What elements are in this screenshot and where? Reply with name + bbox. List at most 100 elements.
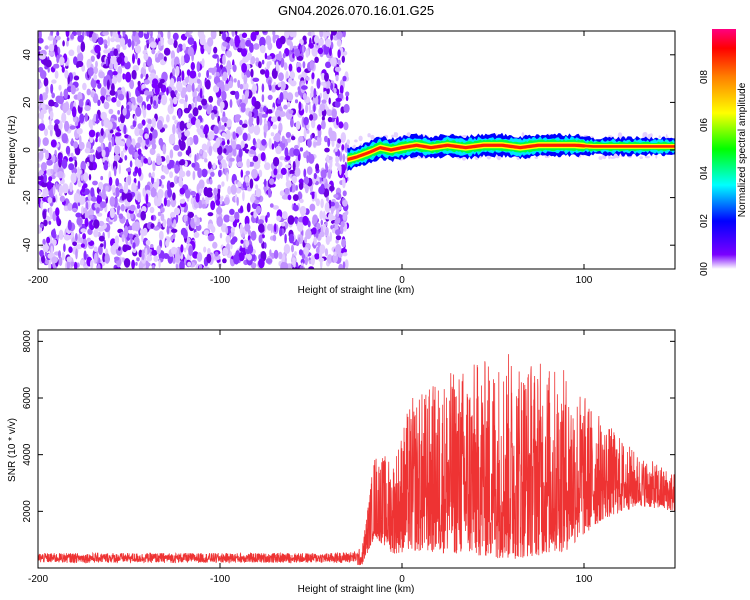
noise-speckle xyxy=(210,171,215,177)
noise-speckle xyxy=(292,160,296,172)
noise-speckle xyxy=(174,56,180,67)
noise-speckle xyxy=(642,132,647,138)
noise-speckle xyxy=(77,52,84,63)
noise-speckle xyxy=(194,97,197,109)
noise-speckle xyxy=(89,154,94,163)
noise-speckle xyxy=(244,90,249,99)
noise-speckle xyxy=(289,41,294,51)
noise-speckle xyxy=(342,190,347,197)
noise-speckle xyxy=(72,207,78,212)
noise-speckle xyxy=(143,79,150,85)
noise-speckle xyxy=(299,205,307,216)
noise-speckle xyxy=(283,244,291,254)
noise-speckle xyxy=(341,55,345,63)
noise-speckle xyxy=(93,74,98,81)
noise-speckle xyxy=(310,85,314,94)
noise-speckle xyxy=(208,234,215,242)
noise-speckle xyxy=(324,248,329,257)
noise-speckle xyxy=(218,169,222,178)
noise-speckle xyxy=(98,71,105,79)
noise-speckle xyxy=(122,107,127,116)
noise-speckle xyxy=(183,214,189,223)
noise-speckle xyxy=(131,69,137,80)
noise-speckle xyxy=(82,207,88,214)
noise-speckle xyxy=(319,250,323,261)
noise-speckle xyxy=(78,98,84,108)
noise-speckle xyxy=(284,187,290,195)
noise-speckle xyxy=(271,143,275,150)
noise-speckle xyxy=(312,214,318,224)
noise-speckle xyxy=(122,73,126,80)
noise-speckle xyxy=(47,124,55,131)
noise-speckle xyxy=(212,241,218,249)
noise-speckle xyxy=(286,92,294,102)
snr-ylabel: SNR (10 * v/v) xyxy=(7,418,18,482)
noise-speckle xyxy=(113,166,117,177)
noise-speckle xyxy=(98,181,104,190)
noise-speckle xyxy=(150,215,154,221)
colorbar-tick-label: 0.2 xyxy=(699,214,710,228)
noise-speckle xyxy=(135,207,138,215)
noise-speckle xyxy=(278,50,282,62)
noise-speckle xyxy=(54,119,60,125)
noise-speckle xyxy=(127,38,132,48)
noise-speckle xyxy=(320,198,324,209)
noise-speckle xyxy=(124,181,129,188)
noise-speckle xyxy=(162,144,167,155)
noise-speckle xyxy=(56,31,60,37)
noise-speckle xyxy=(655,154,658,159)
noise-speckle xyxy=(281,194,289,200)
noise-speckle xyxy=(40,162,47,172)
noise-speckle xyxy=(188,113,193,119)
noise-speckle xyxy=(186,83,193,93)
noise-speckle xyxy=(54,63,60,69)
noise-speckle xyxy=(97,37,104,45)
noise-speckle xyxy=(240,140,245,149)
noise-speckle xyxy=(145,247,148,257)
noise-speckle xyxy=(40,181,48,188)
noise-speckle xyxy=(232,131,237,140)
noise-speckle xyxy=(179,198,186,204)
noise-speckle xyxy=(272,234,277,242)
noise-speckle xyxy=(190,61,195,71)
noise-speckle xyxy=(66,37,70,42)
noise-speckle xyxy=(292,257,296,262)
noise-speckle xyxy=(218,120,222,131)
noise-speckle xyxy=(323,188,330,198)
noise-speckle xyxy=(66,259,70,269)
noise-speckle xyxy=(86,237,92,242)
noise-speckle xyxy=(104,44,108,49)
snr-y-tick-label: 6000 xyxy=(22,386,33,409)
noise-speckle xyxy=(287,101,291,108)
noise-speckle xyxy=(42,188,49,197)
noise-speckle xyxy=(191,162,196,168)
noise-speckle xyxy=(153,226,160,231)
noise-speckle xyxy=(55,128,62,138)
noise-speckle xyxy=(160,94,168,106)
noise-speckle xyxy=(163,124,168,129)
noise-speckle xyxy=(160,207,165,213)
noise-speckle xyxy=(264,242,267,249)
noise-speckle xyxy=(255,205,262,214)
noise-speckle xyxy=(131,182,137,194)
noise-speckle xyxy=(310,254,315,266)
noise-speckle xyxy=(59,195,65,203)
noise-speckle xyxy=(319,210,324,220)
noise-speckle xyxy=(167,188,173,198)
noise-speckle xyxy=(64,69,69,79)
noise-speckle xyxy=(242,190,245,202)
noise-speckle xyxy=(90,78,97,89)
noise-speckle xyxy=(253,43,260,50)
noise-speckle xyxy=(213,144,217,151)
noise-speckle xyxy=(209,178,213,185)
noise-speckle xyxy=(306,166,313,176)
noise-speckle xyxy=(303,38,307,44)
noise-speckle xyxy=(166,114,170,123)
noise-speckle xyxy=(279,228,283,237)
noise-speckle xyxy=(66,256,72,263)
noise-speckle xyxy=(270,84,277,93)
noise-speckle xyxy=(319,103,326,112)
noise-speckle xyxy=(152,129,158,139)
noise-speckle xyxy=(61,133,68,144)
